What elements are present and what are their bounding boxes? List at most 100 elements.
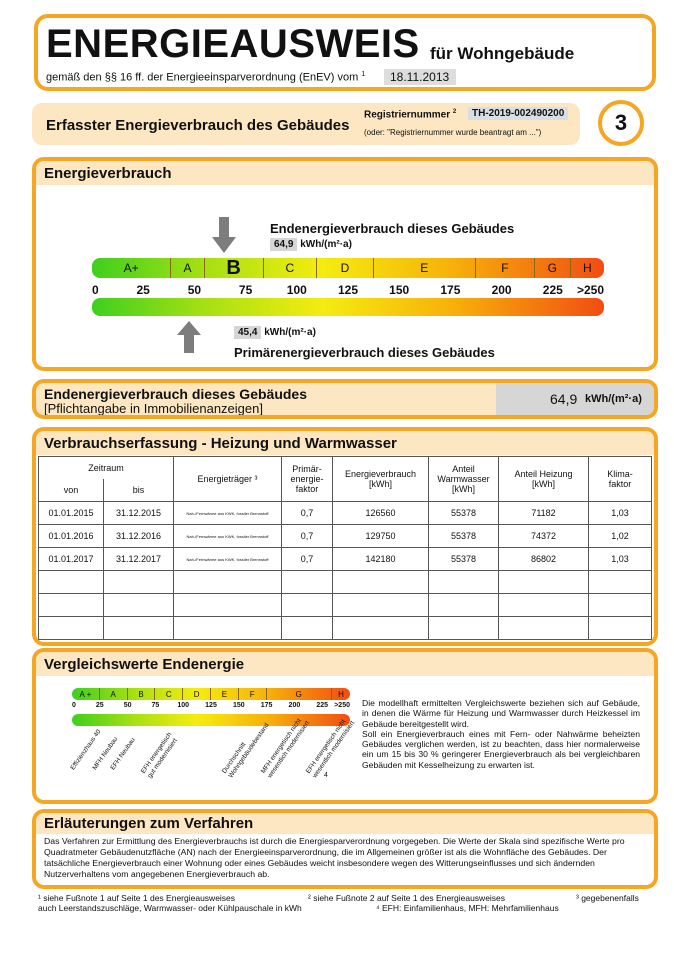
table-cell (332, 593, 429, 617)
class-D-label: D (183, 688, 211, 700)
table-cell: 1,03 (588, 501, 652, 525)
header-box: ENERGIEAUSWEIS für Wohngebäude gemäß den… (34, 14, 656, 91)
vergleich-box: Vergleichswerte Endenergie A + A B C D E F G H 0… (32, 648, 658, 804)
class-Aplus-label: A+ (92, 258, 172, 278)
energieverbrauch-box: Energieverbrauch Endenergieverbrauch die… (32, 157, 658, 371)
table-cell: 55378 (428, 501, 499, 525)
table-cell: 0,7 (281, 501, 333, 525)
table-cell: 126560 (332, 501, 429, 525)
scale-gradient-bar (92, 298, 604, 316)
table-cell: 31.12.2017 (103, 547, 174, 571)
endenergie-subtitle: [Pflichtangabe in Immobilienanzeigen] (44, 401, 263, 416)
vergleich-text: Die modellhaft ermittelten Vergleichswer… (362, 698, 640, 770)
header-zeitraum: Zeitraum (38, 456, 174, 479)
document-title-suffix: für Wohngebäude (430, 44, 575, 63)
header-warmwasser: Anteil Warmwasser [kWh] (428, 456, 499, 502)
tick-label: 75 (151, 702, 160, 709)
tick-label: 125 (337, 283, 359, 297)
tick-label: 0 (72, 702, 76, 709)
tick-label: 175 (440, 283, 461, 297)
header-energieverbrauch: Energieverbrauch [kWh] (332, 456, 429, 502)
tick-label: 150 (232, 702, 245, 709)
table-cell: 86802 (498, 547, 589, 571)
table-cell (103, 570, 174, 594)
table-row (38, 570, 652, 594)
tick-label: >250 (334, 702, 350, 709)
table-row: 01.01.2016 31.12.2016 Nah-/Fernwärme aus K… (38, 524, 652, 548)
table-cell: 0,7 (281, 547, 333, 571)
header-primaerenergiefaktor: Primär- energie- faktor (281, 456, 333, 502)
class-B-label: B (128, 688, 156, 700)
footnote-4: ⁴ EFH: Einfamilienhaus, MFH: Mehrfamilie… (376, 903, 559, 913)
arrow-up-icon (177, 321, 201, 353)
table-cell (103, 616, 174, 640)
subtitle-text: gemäß den §§ 16 ff. der Energieeinsparve… (46, 71, 359, 84)
footnote-3-cont: auch Leerstandszuschläge, Warmwasser- od… (38, 903, 302, 913)
tick-label: 200 (491, 283, 512, 297)
table-header-subrow: von bis (38, 478, 652, 502)
table-cell: 71182 (498, 501, 589, 525)
verbrauch-table: Zeitraum Energieträger ³ Primär- energie… (38, 456, 652, 640)
class-F-label: F (476, 258, 535, 278)
table-cell: 01.01.2017 (38, 547, 104, 571)
header-klimafaktor: Klima- faktor (588, 456, 652, 502)
table-cell: 55378 (428, 547, 499, 571)
table-cell: Nah-/Fernwärme aus KWK, fossiler Brennst… (173, 501, 282, 525)
tick-label: 225 (542, 283, 563, 297)
table-cell: Nah-/Fernwärme aus KWK, fossiler Brennst… (173, 547, 282, 571)
tick-label: 175 (260, 702, 273, 709)
document-title: ENERGIEAUSWEIS (46, 22, 420, 66)
primary-value: 45,4 kWh/(m²·a) (234, 326, 316, 339)
table-cell: 1,02 (588, 524, 652, 548)
end-label: Endenergieverbrauch dieses Gebäudes (270, 221, 515, 236)
tick-label: >250 (576, 283, 604, 297)
enev-date: 18.11.2013 (384, 69, 456, 85)
header-heizung: Anteil Heizung [kWh] (498, 456, 589, 502)
class-C-label: C (264, 258, 318, 278)
verbrauch-title: Verbrauchserfassung - Heizung und Warmwa… (36, 431, 654, 455)
footnote-ref-4: 4 (324, 772, 328, 779)
tick-label: 25 (95, 702, 104, 709)
table-cell: 0,7 (281, 524, 333, 548)
table-cell (38, 570, 104, 594)
tick-label: 125 (205, 702, 217, 709)
table-cell (281, 616, 333, 640)
tick-label: 225 (316, 702, 329, 709)
primary-label: Primärenergieverbrauch dieses Gebäudes (234, 345, 495, 360)
table-row: 01.01.2017 31.12.2017 Nah-/Fernwärme aus K… (38, 547, 652, 571)
footnote-2: ² siehe Fußnote 2 auf Seite 1 des Energi… (308, 893, 506, 903)
table-cell (173, 593, 282, 617)
class-A-label: A (100, 688, 128, 700)
subtitle: gemäß den §§ 16 ff. der Energieeinsparve… (46, 71, 365, 84)
class-F-label: F (239, 688, 267, 700)
table-cell (428, 570, 499, 594)
footnote-3: ³ gegebenenfalls (576, 893, 639, 903)
endenergie-title: Endenergieverbrauch dieses Gebäudes (44, 386, 307, 402)
comparison-gradient-bar (72, 714, 350, 726)
table-cell (103, 593, 174, 617)
class-C-label: C (155, 688, 184, 700)
tick-label: 75 (238, 283, 253, 297)
table-cell (498, 593, 589, 617)
class-E-label: E (374, 258, 476, 278)
class-G-label: G (267, 688, 332, 700)
verbrauch-box: Verbrauchserfassung - Heizung und Warmwa… (32, 427, 658, 646)
table-cell: 129750 (332, 524, 429, 548)
table-cell: 31.12.2016 (103, 524, 174, 548)
comparison-marker-label: EFH energetisch gut modernisiert (139, 731, 179, 780)
endenergie-value: 64,9 kWh/(m²·a) (496, 383, 654, 415)
table-cell (498, 570, 589, 594)
table-cell: 1,03 (588, 547, 652, 571)
table-cell: Nah-/Fernwärme aus KWK, fossiler Brennst… (173, 524, 282, 548)
section-banner: Erfasster Energieverbrauch des Gebäudes … (32, 103, 580, 145)
footnote-1: ¹ siehe Fußnote 1 auf Seite 1 des Energi… (38, 893, 236, 903)
table-header-row: Zeitraum Energieträger ³ Primär- energie… (38, 456, 652, 502)
table-cell (588, 616, 652, 640)
table-cell: 55378 (428, 524, 499, 548)
class-B-label: B (205, 258, 264, 278)
table-cell (498, 616, 589, 640)
table-cell (173, 570, 282, 594)
tick-label: 150 (389, 283, 410, 297)
reg-label: Registriernummer 2 (364, 109, 457, 121)
table-cell (332, 570, 429, 594)
